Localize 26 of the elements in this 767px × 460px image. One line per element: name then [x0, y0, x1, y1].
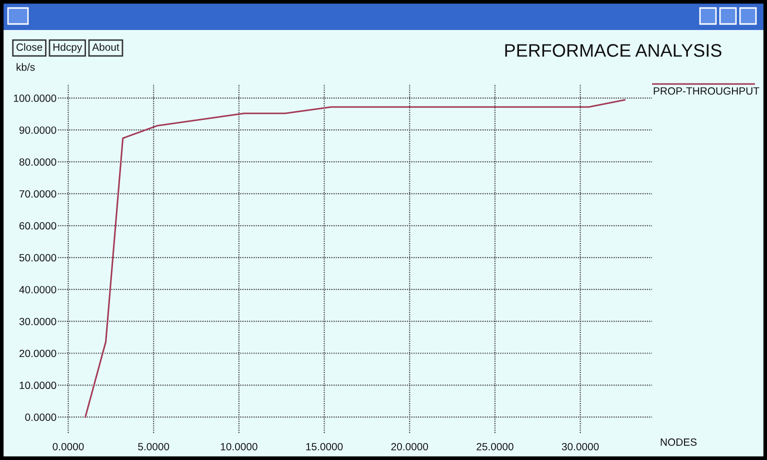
y-tick-label: 50.0000: [19, 254, 56, 262]
chart-title: PERFORMACE ANALYSIS: [505, 44, 722, 57]
y-tick-label: 30.0000: [19, 318, 56, 326]
text: About: [92, 43, 120, 51]
x-axis-title: NODES: [660, 438, 697, 446]
y-tick-label: 0.0000: [25, 414, 56, 421]
x-tick-label: 25.0000: [476, 442, 514, 450]
y-tick-label: 100.0000: [14, 94, 56, 102]
x-tick-label: 0.0000: [52, 442, 84, 450]
x-tick-label: 20.0000: [391, 442, 428, 450]
x-tick-label: 30.0000: [562, 442, 599, 450]
y-tick-label: 40.0000: [19, 286, 56, 294]
y-tick-label: 70.0000: [19, 190, 56, 198]
y-tick-label: 10.0000: [20, 382, 56, 390]
y-tick-label: 80.0000: [19, 158, 56, 166]
text: PROP-THROUGHPUT: [654, 87, 760, 95]
x-tick-label: 5.0000: [138, 442, 170, 450]
x-tick-label: 15.0000: [306, 442, 343, 450]
line-series: [84, 99, 626, 418]
text: Close: [16, 43, 42, 51]
y-tick-label: 20.0000: [19, 350, 56, 358]
y-axis-title: kb/s: [16, 63, 35, 71]
y-tick-label: 90.0000: [19, 126, 56, 134]
x-tick-label: 10.0000: [220, 442, 258, 450]
text: Hdcpy: [53, 43, 82, 53]
y-tick-label: 60.0000: [19, 222, 56, 230]
